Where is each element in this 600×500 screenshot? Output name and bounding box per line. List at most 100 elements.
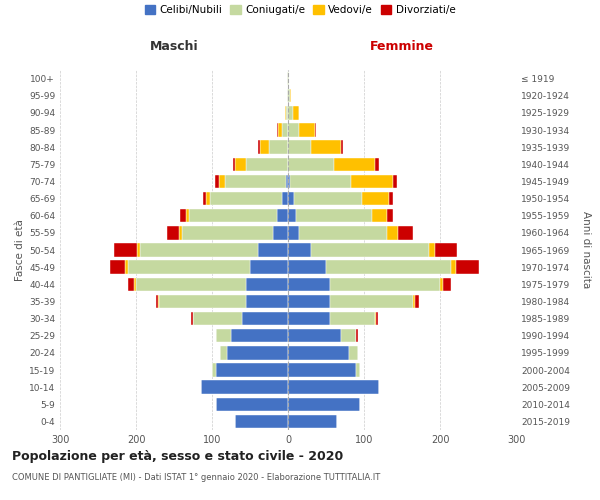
Bar: [387, 209, 393, 222]
Bar: [288, 72, 289, 86]
Bar: [257, 244, 288, 256]
Bar: [125, 260, 128, 274]
Bar: [299, 124, 314, 136]
Bar: [288, 209, 296, 222]
Bar: [193, 312, 242, 326]
Bar: [140, 244, 257, 256]
Bar: [314, 124, 316, 136]
Bar: [216, 329, 231, 342]
Bar: [180, 209, 186, 222]
Bar: [110, 260, 125, 274]
Bar: [136, 278, 246, 291]
Bar: [288, 364, 356, 376]
Bar: [167, 226, 179, 239]
Bar: [277, 124, 278, 136]
Bar: [288, 174, 290, 188]
Bar: [285, 106, 286, 120]
Bar: [137, 244, 140, 256]
Bar: [288, 192, 294, 205]
Bar: [311, 244, 428, 256]
Bar: [293, 106, 299, 120]
Y-axis label: Anni di nascita: Anni di nascita: [581, 212, 591, 288]
Bar: [269, 140, 288, 154]
Bar: [225, 174, 286, 188]
Bar: [206, 192, 210, 205]
Y-axis label: Fasce di età: Fasce di età: [15, 219, 25, 281]
Bar: [294, 192, 362, 205]
Bar: [456, 260, 479, 274]
Bar: [288, 89, 290, 102]
Bar: [259, 140, 260, 154]
Bar: [288, 414, 337, 428]
Bar: [413, 294, 415, 308]
Bar: [156, 294, 158, 308]
Bar: [219, 174, 225, 188]
Bar: [210, 192, 282, 205]
Bar: [311, 140, 341, 154]
Bar: [288, 312, 330, 326]
Bar: [189, 209, 277, 222]
Bar: [260, 140, 269, 154]
Bar: [216, 398, 288, 411]
Bar: [415, 294, 419, 308]
Bar: [288, 398, 360, 411]
Bar: [376, 158, 379, 171]
Bar: [341, 140, 343, 154]
Bar: [290, 89, 291, 102]
Bar: [179, 226, 182, 239]
Bar: [235, 158, 246, 171]
Bar: [296, 209, 371, 222]
Bar: [288, 244, 311, 256]
Bar: [330, 294, 413, 308]
Bar: [212, 364, 216, 376]
Bar: [128, 278, 134, 291]
Bar: [286, 106, 288, 120]
Bar: [159, 294, 246, 308]
Bar: [288, 380, 379, 394]
Bar: [227, 346, 288, 360]
Bar: [286, 174, 288, 188]
Bar: [288, 140, 311, 154]
Bar: [233, 158, 235, 171]
Bar: [389, 192, 393, 205]
Bar: [443, 278, 451, 291]
Bar: [273, 226, 288, 239]
Bar: [282, 192, 288, 205]
Bar: [330, 312, 376, 326]
Bar: [440, 278, 443, 291]
Bar: [349, 346, 358, 360]
Bar: [288, 294, 330, 308]
Bar: [191, 312, 193, 326]
Bar: [128, 260, 250, 274]
Bar: [282, 124, 288, 136]
Bar: [290, 174, 351, 188]
Bar: [434, 244, 457, 256]
Bar: [288, 106, 293, 120]
Bar: [287, 72, 288, 86]
Bar: [220, 346, 227, 360]
Bar: [288, 158, 334, 171]
Bar: [451, 260, 456, 274]
Bar: [287, 89, 288, 102]
Text: COMUNE DI PANTIGLIATE (MI) - Dati ISTAT 1° gennaio 2020 - Elaborazione TUTTITALI: COMUNE DI PANTIGLIATE (MI) - Dati ISTAT …: [12, 472, 380, 482]
Bar: [326, 260, 451, 274]
Bar: [334, 158, 376, 171]
Bar: [114, 244, 137, 256]
Bar: [246, 294, 288, 308]
Bar: [203, 192, 206, 205]
Bar: [246, 158, 288, 171]
Bar: [216, 364, 288, 376]
Bar: [288, 329, 341, 342]
Legend: Celibi/Nubili, Coniugati/e, Vedovi/e, Divorziati/e: Celibi/Nubili, Coniugati/e, Vedovi/e, Di…: [145, 5, 455, 15]
Bar: [330, 278, 440, 291]
Bar: [186, 209, 189, 222]
Bar: [158, 294, 159, 308]
Bar: [231, 329, 288, 342]
Bar: [299, 226, 387, 239]
Bar: [387, 226, 398, 239]
Bar: [200, 380, 288, 394]
Bar: [250, 260, 288, 274]
Bar: [182, 226, 273, 239]
Bar: [277, 209, 288, 222]
Bar: [288, 278, 330, 291]
